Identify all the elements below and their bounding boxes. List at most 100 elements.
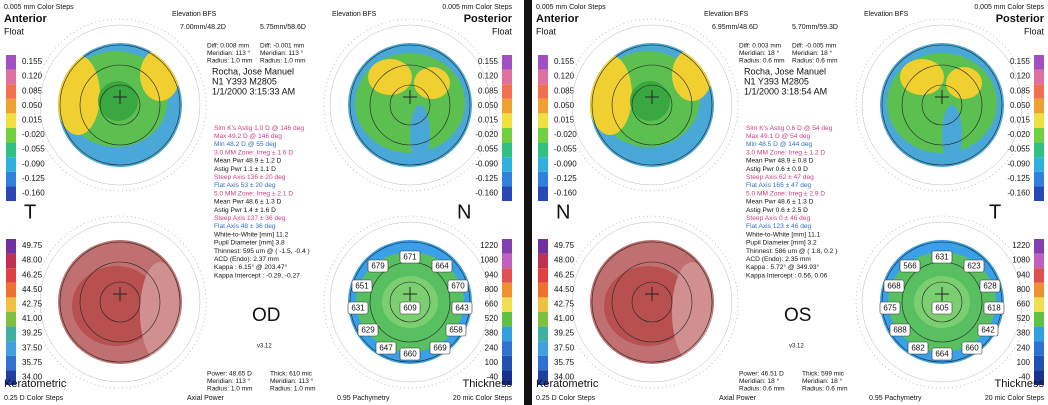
color-swatch bbox=[1034, 239, 1044, 254]
map-color bbox=[410, 105, 430, 165]
thickness-value: 664 bbox=[435, 262, 449, 271]
scale-label: 42.75 bbox=[22, 300, 43, 309]
footer: Radius: 0.6 mm bbox=[739, 386, 785, 393]
measurement: 3.0 MM Zone: Irreg ± 1.6 D bbox=[214, 149, 293, 156]
color-swatch bbox=[502, 157, 512, 172]
map-color bbox=[368, 59, 412, 95]
axis-label: Axial Power bbox=[187, 395, 225, 402]
scale-label: 0.015 bbox=[478, 116, 499, 125]
scale-label: -0.090 bbox=[22, 159, 45, 168]
scale-label: 0.155 bbox=[22, 57, 43, 66]
diff: Radius: 1.0 mm bbox=[260, 58, 306, 65]
scale-label: 660 bbox=[485, 300, 499, 309]
map-color bbox=[900, 59, 944, 95]
thickness-value: 682 bbox=[911, 344, 925, 353]
color-swatch bbox=[502, 172, 512, 187]
color-swatch bbox=[1034, 70, 1044, 85]
measurement: Mean Pwr 48.6 ± 1.3 D bbox=[214, 199, 282, 206]
thickness-value: 618 bbox=[987, 304, 1001, 313]
color-swatch bbox=[538, 283, 548, 298]
scale-label: 37.50 bbox=[22, 343, 43, 352]
diff: Diff: 0.003 mm bbox=[739, 43, 781, 50]
axis-label: 0.95 Pachymetry bbox=[869, 395, 922, 402]
scale-label: 1220 bbox=[480, 241, 498, 250]
measurement: Flat Axis 165 ± 47 deg bbox=[746, 182, 812, 189]
scale-label: 0.015 bbox=[1010, 116, 1031, 125]
scale-label: 1080 bbox=[1012, 256, 1030, 265]
bfs: 7.00mm/48.2D bbox=[180, 24, 226, 31]
measurement: White-to-White [mm] 11.1 bbox=[746, 231, 821, 238]
diff: Meridian: 18 ° bbox=[792, 49, 833, 57]
scale-label: -0.125 bbox=[1007, 174, 1030, 183]
scale-label: -0.160 bbox=[1007, 189, 1030, 198]
map-color bbox=[942, 105, 962, 165]
color-swatch bbox=[6, 128, 16, 143]
color-swatch bbox=[538, 297, 548, 312]
map-title: Thickness bbox=[994, 378, 1044, 390]
color-swatch bbox=[538, 341, 548, 356]
color-swatch bbox=[6, 143, 16, 158]
scale-label: 0.155 bbox=[554, 57, 575, 66]
scale-label: -0.055 bbox=[22, 145, 45, 154]
color-swatch bbox=[502, 327, 512, 342]
map-title: Posterior bbox=[996, 13, 1045, 25]
color-swatch bbox=[1034, 254, 1044, 269]
scale-label: 0.120 bbox=[478, 72, 499, 81]
map-title: Thickness bbox=[462, 378, 512, 390]
color-steps: 20 mic Color Steps bbox=[453, 395, 513, 402]
scale-label: 46.25 bbox=[554, 270, 575, 279]
thickness-value: 675 bbox=[883, 304, 897, 313]
map-title: Anterior bbox=[536, 13, 580, 25]
color-swatch bbox=[1034, 297, 1044, 312]
thickness-value: 647 bbox=[379, 344, 393, 353]
color-swatch bbox=[502, 143, 512, 158]
scale-label: 42.75 bbox=[554, 300, 575, 309]
measurement: Mean Pwr 48.9 ± 0.8 D bbox=[746, 158, 814, 165]
scale-label: 35.75 bbox=[22, 358, 43, 367]
thickness-value: 660 bbox=[403, 350, 417, 359]
map-color bbox=[98, 81, 138, 121]
color-swatch bbox=[538, 312, 548, 327]
bfs: 6.95mm/48.6D bbox=[712, 24, 758, 31]
measurement: Steep Axis 137 ± 36 deg bbox=[214, 215, 286, 222]
color-swatch bbox=[1034, 99, 1044, 114]
color-swatch bbox=[1034, 172, 1044, 187]
divider bbox=[524, 0, 532, 405]
scale-label: 0.085 bbox=[22, 86, 43, 95]
color-swatch bbox=[1034, 143, 1044, 158]
color-swatch bbox=[538, 70, 548, 85]
diff: Meridian: 113 ° bbox=[207, 49, 251, 57]
scale-label: 380 bbox=[485, 329, 499, 338]
page: 0.005 mm Color StepsAnteriorFloat0.1550.… bbox=[0, 0, 1048, 405]
color-swatch bbox=[538, 55, 548, 70]
measurement: 5.0 MM Zone: Irreg ± 2.1 D bbox=[214, 190, 293, 197]
measurement: Sim K's Astig 0.6 D @ 54 deg bbox=[746, 125, 833, 132]
scale-label: 0.085 bbox=[554, 86, 575, 95]
color-swatch bbox=[502, 84, 512, 99]
color-swatch bbox=[6, 113, 16, 128]
scale-label: -0.020 bbox=[554, 130, 577, 139]
scale-label: 0.120 bbox=[554, 72, 575, 81]
map-color bbox=[630, 81, 670, 121]
scale-label: 0.015 bbox=[554, 116, 575, 125]
side-label: T bbox=[989, 201, 1001, 223]
bfs: 5.70mm/59.3D bbox=[792, 24, 838, 31]
footer: Radius: 0.6 mm bbox=[802, 386, 848, 393]
scale-label: 49.75 bbox=[22, 241, 43, 250]
color-swatch bbox=[502, 341, 512, 356]
thickness-value: 670 bbox=[451, 282, 465, 291]
scale-label: 940 bbox=[485, 270, 499, 279]
measurement: Steep Axis 0 ± 46 deg bbox=[746, 215, 810, 222]
scale-label: 240 bbox=[485, 343, 499, 352]
measurement: Astig Pwr 0.6 ± 0.9 D bbox=[746, 166, 808, 173]
color-swatch bbox=[502, 268, 512, 283]
color-swatch bbox=[1034, 283, 1044, 298]
elevation-label: Elevation BFS bbox=[172, 11, 217, 18]
thickness-value: 671 bbox=[403, 253, 417, 262]
scale-label: 660 bbox=[1017, 300, 1031, 309]
eye-label: OD bbox=[252, 305, 281, 326]
bfs: 5.75mm/58.6D bbox=[260, 24, 306, 31]
color-swatch bbox=[6, 186, 16, 201]
color-swatch bbox=[6, 341, 16, 356]
thickness-value: 679 bbox=[371, 262, 385, 271]
